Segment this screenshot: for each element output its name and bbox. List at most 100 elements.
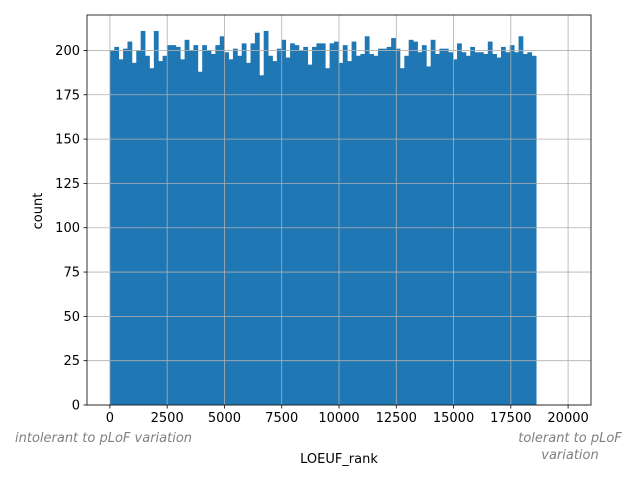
x-tick-label: 12500 — [376, 411, 417, 426]
histogram-bar — [448, 52, 454, 406]
y-tick-label: 75 — [63, 266, 80, 281]
histogram-bar — [312, 46, 317, 406]
histogram-bar — [290, 43, 295, 405]
histogram-bar — [470, 46, 476, 406]
annotation-tolerant: tolerant to pLoF variation — [518, 431, 622, 463]
histogram-bar — [334, 41, 339, 405]
grid-overlay — [87, 15, 591, 406]
histogram-bar — [114, 46, 120, 406]
histogram-bar — [342, 45, 348, 406]
histogram-bar — [364, 36, 370, 405]
histogram-bar — [202, 45, 207, 406]
histogram-bar — [263, 30, 269, 405]
histogram-bar — [316, 43, 322, 405]
histogram-bar — [307, 64, 313, 406]
histogram-bar — [505, 52, 511, 406]
histogram-bar — [421, 45, 427, 406]
y-axis-label: count — [31, 193, 46, 230]
histogram-bar — [158, 61, 164, 405]
histogram-bar — [417, 52, 423, 406]
histogram-bar — [347, 61, 352, 405]
histogram-bar — [281, 39, 287, 406]
histogram-bar — [210, 54, 216, 405]
histogram-bar — [197, 71, 203, 406]
x-tick-label: 20000 — [547, 411, 588, 426]
histogram-bar — [351, 41, 357, 405]
histogram-bar — [193, 45, 199, 406]
histogram-bar — [254, 32, 260, 406]
histogram-bar — [118, 59, 124, 406]
histogram-bar — [430, 39, 436, 406]
y-tick-label: 175 — [55, 88, 80, 103]
histogram-bar — [272, 61, 278, 405]
annotation-tolerant-line-2: variation — [541, 448, 598, 463]
histogram-bar — [259, 75, 265, 405]
histogram-bar — [509, 45, 515, 406]
histogram-bar — [395, 48, 401, 405]
histogram-bar — [355, 55, 361, 405]
histogram-bar — [303, 46, 309, 406]
histogram-bar — [237, 55, 243, 405]
histogram-bar — [171, 45, 177, 406]
histogram-bar — [325, 68, 331, 405]
histogram-bar — [514, 52, 519, 406]
histogram-bar — [373, 55, 379, 405]
histogram-bar — [408, 39, 414, 406]
histogram-bar — [320, 43, 326, 405]
histogram-bar — [386, 46, 392, 406]
histogram-bar — [123, 48, 128, 405]
y-tick-label: 150 — [55, 133, 80, 148]
x-tick-label: 17500 — [490, 411, 531, 426]
bars — [109, 30, 537, 406]
histogram-bar — [369, 54, 374, 405]
histogram-bar — [127, 41, 133, 405]
y-tick-label: 25 — [63, 354, 80, 369]
x-tick-label: 7500 — [265, 411, 298, 426]
axis-ticks: 0 2500 5000 7500 10000 12500 15000 17500 20000 0 2… — [55, 44, 589, 426]
histogram-bar — [496, 57, 502, 405]
x-tick-label: 15000 — [433, 411, 474, 426]
y-tick-label: 0 — [72, 399, 80, 414]
histogram-bar — [518, 36, 524, 405]
histogram-bar — [131, 62, 137, 405]
histogram-bar — [399, 68, 405, 405]
histogram-bar — [377, 48, 383, 405]
histogram-bar — [483, 54, 489, 405]
histogram-bar — [276, 48, 282, 405]
histogram-bar — [145, 55, 150, 405]
histogram-bar — [487, 41, 493, 405]
histogram-bar — [241, 43, 247, 405]
histogram-bar — [382, 48, 388, 405]
histogram-bar — [268, 55, 273, 405]
histogram-bar — [531, 55, 537, 405]
histogram-bar — [285, 57, 291, 405]
histogram-bar — [360, 54, 366, 405]
histogram-bar — [246, 62, 251, 405]
histogram-bar — [452, 59, 458, 406]
x-tick-label: 10000 — [318, 411, 359, 426]
histogram-bar — [215, 45, 221, 406]
annotation-tolerant-line-1: tolerant to pLoF — [518, 431, 622, 446]
histogram-bar — [413, 41, 418, 405]
histogram-bar — [250, 43, 256, 405]
histogram-bar — [184, 39, 190, 406]
histogram-bar — [439, 48, 445, 405]
histogram-bar — [457, 43, 462, 405]
histogram-bar — [492, 54, 497, 405]
x-tick-label: 5000 — [208, 411, 241, 426]
histogram-bar — [338, 62, 344, 405]
histogram-bar — [500, 46, 506, 406]
histogram-bar — [228, 59, 234, 406]
histogram-bar — [232, 48, 238, 405]
histogram-bar — [140, 30, 146, 405]
x-axis-label: LOEUF_rank — [300, 452, 378, 467]
histogram-bar — [167, 45, 172, 406]
x-tick-label: 2500 — [151, 411, 184, 426]
histogram-bar — [435, 54, 440, 405]
histogram-bar — [175, 46, 181, 406]
histogram-bar — [426, 66, 432, 405]
histogram-bar — [474, 52, 480, 406]
histogram-bar — [479, 52, 484, 406]
histogram-bar — [527, 52, 533, 406]
